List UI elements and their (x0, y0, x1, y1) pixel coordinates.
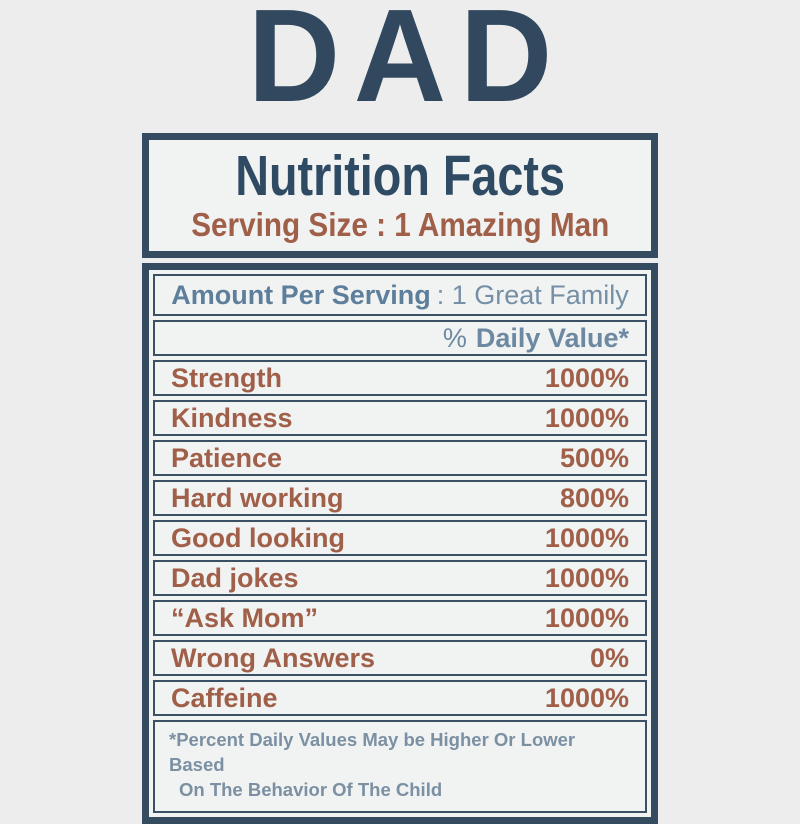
nutrient-value: 1000% (544, 402, 629, 433)
nutrient-value: 1000% (544, 522, 629, 553)
nutrient-value: 1000% (544, 362, 629, 393)
daily-value-header-text: Daily Value* (475, 322, 629, 353)
footnote-box: *Percent Daily Values May be Higher Or L… (153, 720, 647, 813)
footnote-line-1: *Percent Daily Values May be Higher Or L… (169, 729, 576, 775)
nutrient-row-dad-jokes: Dad jokes 1000% (153, 560, 647, 596)
nutrition-facts-label: Nutrition Facts Serving Size : 1 Amazing… (142, 133, 658, 824)
nutrient-value: 500% (559, 442, 629, 473)
nutrient-row-ask-mom: “Ask Mom” 1000% (153, 600, 647, 636)
amount-per-serving-value: : 1 Great Family (436, 279, 629, 310)
footnote-line-2: On The Behavior Of The Child (179, 778, 443, 800)
nutrient-value: 0% (589, 642, 629, 673)
label-main-box: Amount Per Serving : 1 Great Family % Da… (142, 263, 658, 824)
label-header-box: Nutrition Facts Serving Size : 1 Amazing… (142, 133, 658, 258)
nutrient-name: Kindness (171, 402, 293, 433)
serving-size-line: Serving Size : 1 Amazing Man (190, 206, 610, 244)
nutrient-name: Strength (171, 362, 282, 393)
nutrient-value: 800% (559, 482, 629, 513)
nutrient-name: Patience (171, 442, 283, 473)
nutrient-name: Wrong Answers (171, 642, 376, 673)
nutrient-value: 1000% (544, 682, 629, 713)
nutrient-row-hard-working: Hard working 800% (153, 480, 647, 516)
nutrient-row-kindness: Kindness 1000% (153, 400, 647, 436)
nutrient-name: Dad jokes (171, 562, 299, 593)
amount-per-serving-label: Amount Per Serving (171, 279, 431, 310)
nutrition-facts-title: Nutrition Facts (235, 143, 565, 208)
nutrient-name: “Ask Mom” (171, 602, 319, 633)
nutrient-row-wrong-answers: Wrong Answers 0% (153, 640, 647, 676)
nutrient-row-strength: Strength 1000% (153, 360, 647, 396)
nutrient-name: Good looking (171, 522, 345, 553)
nutrient-name: Caffeine (171, 682, 278, 713)
dad-headline: DAD (247, 0, 566, 129)
daily-value-percent-sign: % (442, 322, 467, 353)
daily-value-header-row: % Daily Value* (153, 320, 647, 356)
nutrient-row-patience: Patience 500% (153, 440, 647, 476)
nutrient-value: 1000% (544, 602, 629, 633)
nutrient-name: Hard working (171, 482, 344, 513)
nutrient-row-good-looking: Good looking 1000% (153, 520, 647, 556)
nutrient-row-caffeine: Caffeine 1000% (153, 680, 647, 716)
amount-per-serving-row: Amount Per Serving : 1 Great Family (153, 274, 647, 316)
nutrient-value: 1000% (544, 562, 629, 593)
